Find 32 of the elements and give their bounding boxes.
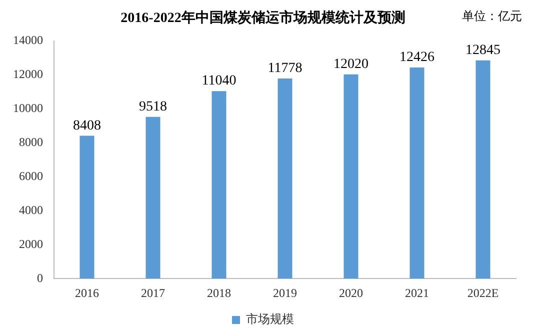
bar xyxy=(410,68,424,279)
bar xyxy=(476,60,490,279)
y-tick-label: 8000 xyxy=(19,134,43,149)
y-tick-label: 10000 xyxy=(13,100,43,115)
y-tick-label: 12000 xyxy=(13,66,43,81)
data-label: 8408 xyxy=(73,118,101,134)
text: 单位：亿元 xyxy=(462,8,522,25)
data-label: 12426 xyxy=(400,50,434,66)
y-tick-label: 4000 xyxy=(19,202,43,217)
data-label: 11778 xyxy=(268,61,302,76)
data-label: 12845 xyxy=(466,43,500,58)
x-tick-label: 2016 xyxy=(75,286,99,300)
chart-title: 2016-2022年中国煤炭储运市场规模统计及预测 xyxy=(120,9,406,26)
data-label: 12020 xyxy=(334,57,368,72)
y-tick-label: 14000 xyxy=(13,32,43,47)
x-tick-label: 2018 xyxy=(207,286,231,300)
data-label: 9518 xyxy=(139,100,167,115)
bar xyxy=(212,91,226,279)
x-tick-label: 2017 xyxy=(141,286,165,300)
y-tick-label: 6000 xyxy=(19,168,43,183)
bar xyxy=(80,136,94,279)
y-tick-label: 0 xyxy=(37,270,43,285)
data-label: 11040 xyxy=(202,74,236,89)
bar xyxy=(278,78,292,279)
x-tick-label: 2020 xyxy=(339,286,363,300)
x-tick-label: 2019 xyxy=(273,286,297,300)
legend-label: 市场规模 xyxy=(246,312,294,326)
bar xyxy=(344,74,358,279)
bar xyxy=(146,116,160,279)
x-tick-label: 2021 xyxy=(405,286,429,300)
x-tick-label: 2022E xyxy=(467,286,499,300)
y-tick-label: 2000 xyxy=(19,236,43,251)
